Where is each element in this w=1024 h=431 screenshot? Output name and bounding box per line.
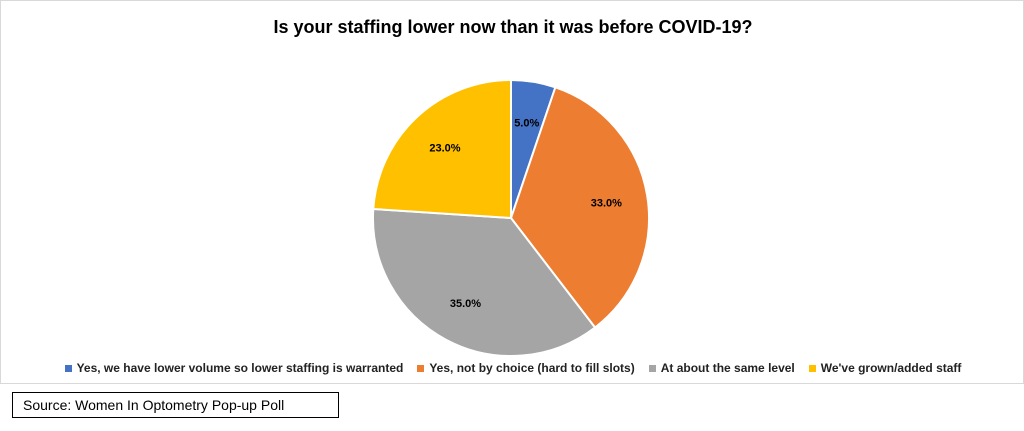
legend-item: Yes, we have lower volume so lower staff… — [64, 361, 404, 375]
slice-data-label: 35.0% — [450, 298, 481, 310]
legend-label: We've grown/added staff — [820, 361, 962, 375]
pie-slice — [509, 86, 650, 329]
legend-item: We've grown/added staff — [808, 361, 962, 375]
source-note: Source: Women In Optometry Pop-up Poll — [12, 392, 339, 418]
slice-data-label: 5.0% — [514, 118, 539, 130]
chart-title: Is your staffing lower now than it was b… — [273, 17, 753, 37]
legend-label: At about the same level — [660, 361, 795, 375]
legend-label: Yes, we have lower volume so lower staff… — [76, 361, 404, 375]
pie-slice — [372, 207, 597, 357]
slice-data-label: 33.0% — [591, 197, 622, 209]
legend-swatch — [417, 364, 425, 372]
chart-area: Is your staffing lower now than it was b… — [0, 0, 1024, 384]
legend-item: At about the same level — [648, 361, 795, 375]
pie-slice — [372, 78, 512, 220]
legend-swatch — [808, 364, 816, 372]
slice-data-label: 23.0% — [429, 142, 460, 154]
legend-item: Yes, not by choice (hard to fill slots) — [417, 361, 635, 375]
legend-swatch — [648, 364, 656, 372]
legend-swatch — [64, 364, 72, 372]
pie-chart: 5.0% 33.0% 35.0% 23.0% — [372, 78, 650, 357]
legend-label: Yes, not by choice (hard to fill slots) — [429, 361, 635, 375]
chart-legend: Yes, we have lower volume so lower staff… — [1, 361, 1024, 375]
